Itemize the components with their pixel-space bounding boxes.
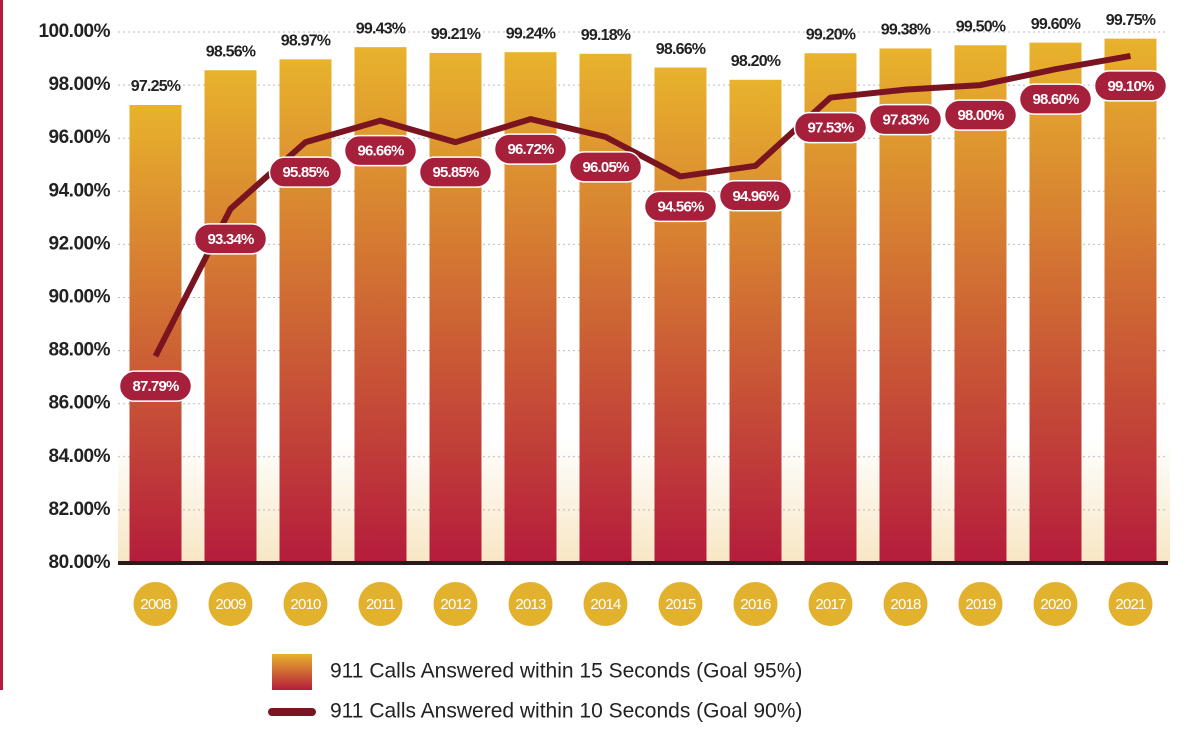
bar-value-label: 98.20% xyxy=(731,53,781,70)
bar xyxy=(504,52,557,563)
x-tick-label: 2011 xyxy=(366,596,396,613)
x-tick-badge xyxy=(883,582,928,626)
line-value-label: 94.96% xyxy=(732,188,779,205)
bar xyxy=(729,79,782,563)
line-label-pill xyxy=(193,223,268,255)
line-value-label: 87.79% xyxy=(132,378,179,395)
x-tick-badge xyxy=(208,582,253,626)
x-tick-badge xyxy=(733,582,778,626)
x-tick-label: 2013 xyxy=(515,596,546,613)
plot-backdrop xyxy=(118,440,1170,563)
line-value-label: 94.56% xyxy=(657,198,704,215)
bar-value-label: 99.24% xyxy=(506,25,556,42)
x-tick-badge xyxy=(508,582,553,626)
line-label-pill xyxy=(343,134,418,167)
x-tick-label: 2017 xyxy=(815,596,846,613)
line-label-pill xyxy=(868,103,943,136)
line-label-pill xyxy=(268,156,343,188)
legend-label: 911 Calls Answered within 10 Seconds (Go… xyxy=(330,700,802,723)
x-tick-badge xyxy=(808,582,853,626)
x-tick-badge xyxy=(583,582,628,626)
line-label-pill xyxy=(118,370,193,402)
x-tick-label: 2010 xyxy=(290,596,321,613)
line-value-label: 97.53% xyxy=(807,120,854,137)
x-tick-label: 2021 xyxy=(1115,596,1146,613)
x-tick-label: 2016 xyxy=(740,596,771,613)
bar xyxy=(954,45,1007,563)
bar xyxy=(354,47,407,564)
y-tick-label: 82.00% xyxy=(49,499,111,520)
x-tick-badge xyxy=(1108,582,1153,626)
x-tick-label: 2015 xyxy=(665,596,696,613)
x-tick-label: 2012 xyxy=(440,596,471,613)
line-label-pill xyxy=(1018,83,1093,115)
bar-value-label: 99.38% xyxy=(881,22,931,39)
x-tick-label: 2018 xyxy=(890,596,921,613)
edge-stripe xyxy=(0,0,3,690)
x-tick-badge xyxy=(1033,582,1078,626)
y-tick-label: 90.00% xyxy=(49,287,111,308)
bar xyxy=(429,52,482,564)
bar xyxy=(129,105,182,563)
y-tick-label: 96.00% xyxy=(49,127,111,148)
y-tick-label: 98.00% xyxy=(49,74,111,95)
bar-value-label: 99.75% xyxy=(1106,12,1156,29)
y-tick-label: 88.00% xyxy=(49,340,111,361)
y-tick-label: 100.00% xyxy=(38,21,110,42)
line-value-label: 96.66% xyxy=(357,143,404,160)
bar xyxy=(1029,42,1082,564)
line-value-label: 98.60% xyxy=(1032,91,1079,108)
line-label-pill xyxy=(718,180,793,212)
line xyxy=(152,52,1132,358)
bar-value-label: 99.43% xyxy=(356,20,406,37)
line-label-pill xyxy=(943,99,1018,131)
y-tick-label: 94.00% xyxy=(49,180,111,201)
bar-value-label: 98.66% xyxy=(656,41,706,58)
x-tick-label: 2009 xyxy=(215,596,246,613)
x-tick-badge xyxy=(958,582,1003,626)
legend-label: 911 Calls Answered within 15 Seconds (Go… xyxy=(330,660,802,683)
line-label-pill xyxy=(643,190,718,223)
line-value-label: 98.00% xyxy=(957,107,1004,124)
line-value-label: 93.34% xyxy=(207,231,254,248)
x-tick-label: 2014 xyxy=(590,596,621,613)
bar-value-label: 97.25% xyxy=(131,78,181,95)
y-tick-label: 92.00% xyxy=(49,233,111,254)
bar-value-label: 99.60% xyxy=(1031,16,1081,33)
y-tick-label: 80.00% xyxy=(49,552,111,573)
line-value-label: 96.05% xyxy=(582,159,629,176)
x-tick-label: 2020 xyxy=(1040,596,1071,613)
bar-value-label: 98.56% xyxy=(206,43,256,60)
x-tick-badge xyxy=(358,582,403,626)
y-tick-label: 86.00% xyxy=(49,393,111,414)
line-label-pill xyxy=(568,151,643,183)
line-value-label: 95.85% xyxy=(432,164,479,181)
bar-value-label: 98.97% xyxy=(281,33,331,50)
x-tick-badge xyxy=(433,582,478,626)
line-label-pill xyxy=(793,111,868,144)
line-value-label: 99.10% xyxy=(1107,78,1154,95)
bar xyxy=(654,67,707,564)
line-value-label: 95.85% xyxy=(282,164,329,181)
y-tick-label: 84.00% xyxy=(49,446,111,467)
bar xyxy=(204,70,257,564)
line-value-label: 97.83% xyxy=(882,112,929,129)
bar-value-label: 99.20% xyxy=(806,26,856,43)
bar-value-label: 99.18% xyxy=(581,27,631,44)
x-tick-label: 2008 xyxy=(140,596,171,613)
line-label-pill xyxy=(1093,70,1168,102)
x-tick-badge xyxy=(658,582,703,626)
legend-swatch xyxy=(272,654,312,690)
line-label-pill xyxy=(493,133,568,165)
line-label-pill xyxy=(418,156,493,188)
bar-value-label: 99.50% xyxy=(956,18,1006,35)
bar xyxy=(1104,38,1157,563)
x-tick-badge xyxy=(283,582,328,626)
x-tick-label: 2019 xyxy=(965,596,996,613)
line-value-label: 96.72% xyxy=(507,141,554,158)
bar-value-label: 99.21% xyxy=(431,26,481,43)
x-tick-badge xyxy=(133,582,178,626)
